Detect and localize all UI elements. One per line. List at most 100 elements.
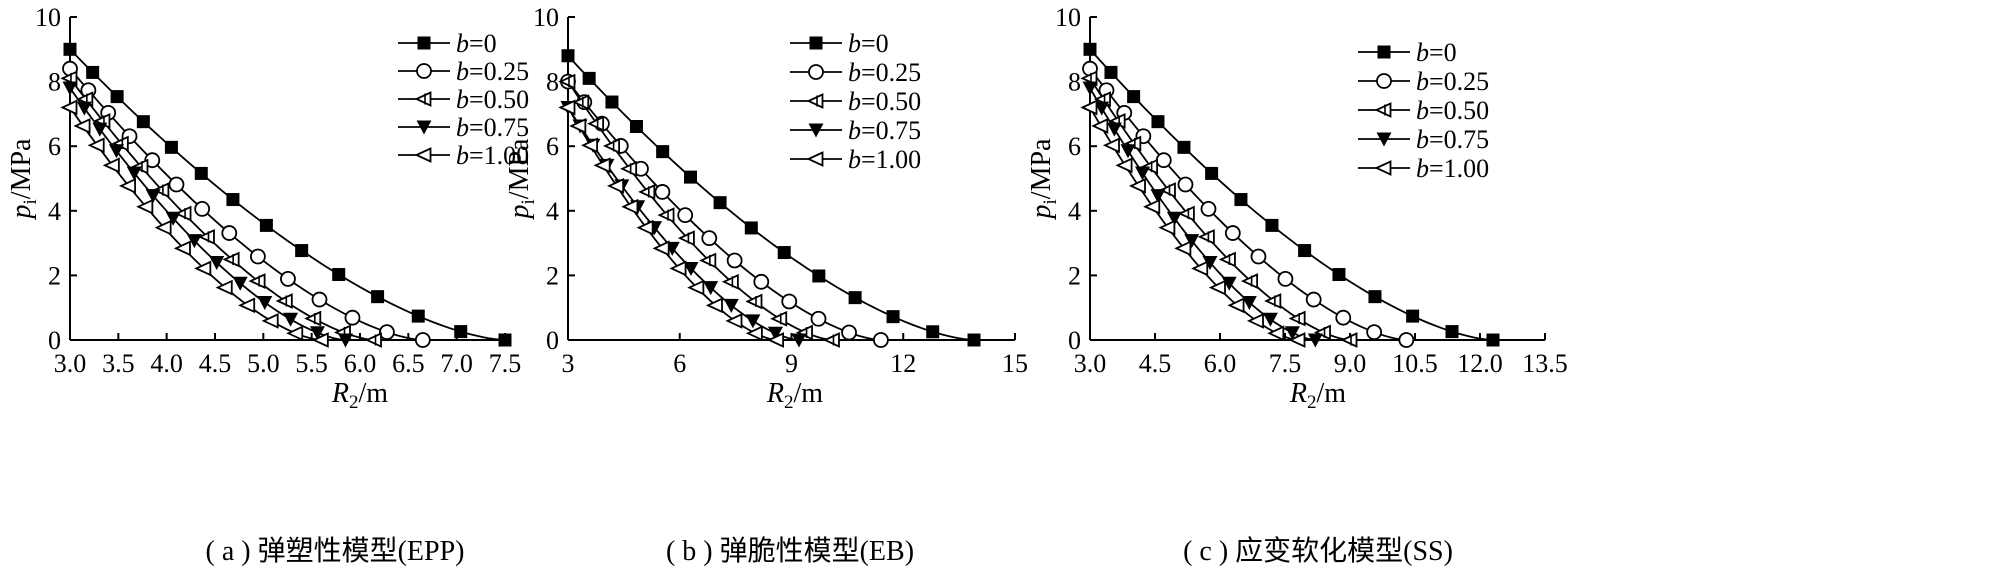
x-tick-label: 3.0 [54, 349, 87, 378]
legend-marker [1374, 160, 1392, 176]
data-point [73, 118, 91, 134]
legend: b=0b=0.25b=0.50b=0.75b=1.00 [1358, 38, 1489, 183]
data-point [677, 230, 695, 247]
data-point [173, 240, 191, 257]
data-point [745, 325, 763, 342]
data-point [261, 312, 279, 329]
data-point [1265, 218, 1279, 232]
y-tick-label: 6 [48, 132, 61, 161]
data-point [848, 291, 862, 305]
data-point [1335, 309, 1352, 326]
data-point [238, 297, 256, 314]
data-point [136, 198, 154, 215]
data-point [725, 312, 743, 329]
data-point [684, 170, 698, 184]
y-tick-label: 4 [1068, 197, 1081, 226]
data-point [1205, 166, 1219, 180]
series-b=1.00 [1080, 99, 1306, 348]
data-point [703, 281, 719, 296]
data-point [1166, 211, 1182, 226]
data-point [1227, 297, 1245, 314]
data-point [1307, 333, 1323, 348]
series-b=0.50 [1080, 70, 1358, 348]
series-b=0 [63, 42, 512, 347]
legend-entry: b=0.75 [848, 116, 921, 145]
x-tick-label: 5.5 [295, 349, 328, 378]
data-point [1197, 228, 1215, 245]
legend-entry: b=0.25 [848, 58, 921, 87]
data-point [338, 333, 353, 348]
data-point [629, 120, 643, 134]
data-point [1368, 290, 1382, 304]
data-point [810, 310, 827, 327]
data-point [1128, 177, 1146, 194]
chart-panel-2: 3 6 9 12 15 0 2 4 6 8 10 R2/m pi/MPa ( b ) 弹脆性模型(EB) b… [504, 3, 1028, 567]
data-point [1200, 201, 1217, 217]
panel-caption: ( a ) 弹塑性模型(EPP) [206, 535, 465, 567]
data-point [744, 221, 758, 235]
data-point [194, 201, 211, 217]
data-point [569, 118, 587, 134]
data-point [248, 273, 266, 289]
data-point [699, 252, 717, 269]
data-point [1340, 332, 1358, 348]
data-point [1080, 99, 1098, 116]
data-point [92, 122, 108, 137]
data-point [152, 182, 170, 198]
y-axis-label: pi/MPa [6, 138, 41, 221]
legend-entry: b=1.00 [456, 141, 529, 170]
x-axis-label: R2/m [1289, 378, 1346, 413]
data-point [1151, 115, 1165, 129]
data-point [582, 71, 596, 85]
data-point [1445, 325, 1459, 339]
data-point [1218, 251, 1236, 268]
x-tick-label: 7.5 [489, 349, 522, 378]
x-tick-label: 6.0 [344, 349, 377, 378]
legend-entry: b=0.50 [848, 87, 921, 116]
legend-marker [1374, 102, 1392, 118]
data-point [371, 290, 385, 304]
data-point [841, 324, 857, 341]
data-point [311, 332, 329, 348]
data-point [770, 310, 788, 327]
data-point [1234, 193, 1248, 207]
x-axis-label: R2/m [331, 378, 388, 413]
data-point [1332, 268, 1346, 282]
data-point [1277, 270, 1294, 287]
series-b=0 [1083, 42, 1500, 347]
y-tick-label: 8 [1068, 68, 1081, 97]
x-axis-label: R2/m [766, 378, 823, 413]
data-point [174, 205, 192, 222]
data-point [1406, 309, 1420, 323]
series-b=0.50 [558, 73, 840, 348]
data-point [1486, 333, 1500, 347]
data-point [753, 273, 770, 290]
legend-marker [1376, 73, 1392, 89]
data-point [1083, 42, 1097, 56]
data-point [593, 157, 611, 174]
legend-marker [417, 36, 431, 50]
data-point [1191, 260, 1209, 277]
data-point [249, 248, 266, 265]
data-point [656, 145, 670, 159]
data-point [1208, 279, 1226, 296]
y-tick-label: 0 [1068, 326, 1081, 355]
legend: b=0b=0.25b=0.50b=0.75b=1.00 [398, 29, 529, 170]
x-tick-label: 12 [890, 349, 916, 378]
series-b=0.75 [1082, 81, 1323, 348]
data-point [1284, 326, 1300, 341]
y-axis-label: pi/MPa [1026, 138, 1061, 221]
data-point [411, 309, 425, 323]
data-point [414, 332, 431, 348]
data-point [621, 198, 639, 215]
data-point [1313, 324, 1331, 341]
series-b=1.00 [60, 99, 329, 348]
data-point [259, 218, 273, 232]
legend-marker [808, 64, 824, 80]
y-tick-label: 4 [48, 197, 61, 226]
data-point [701, 230, 718, 247]
data-point [1102, 137, 1120, 154]
data-point [286, 325, 304, 342]
x-tick-label: 6 [673, 349, 686, 378]
